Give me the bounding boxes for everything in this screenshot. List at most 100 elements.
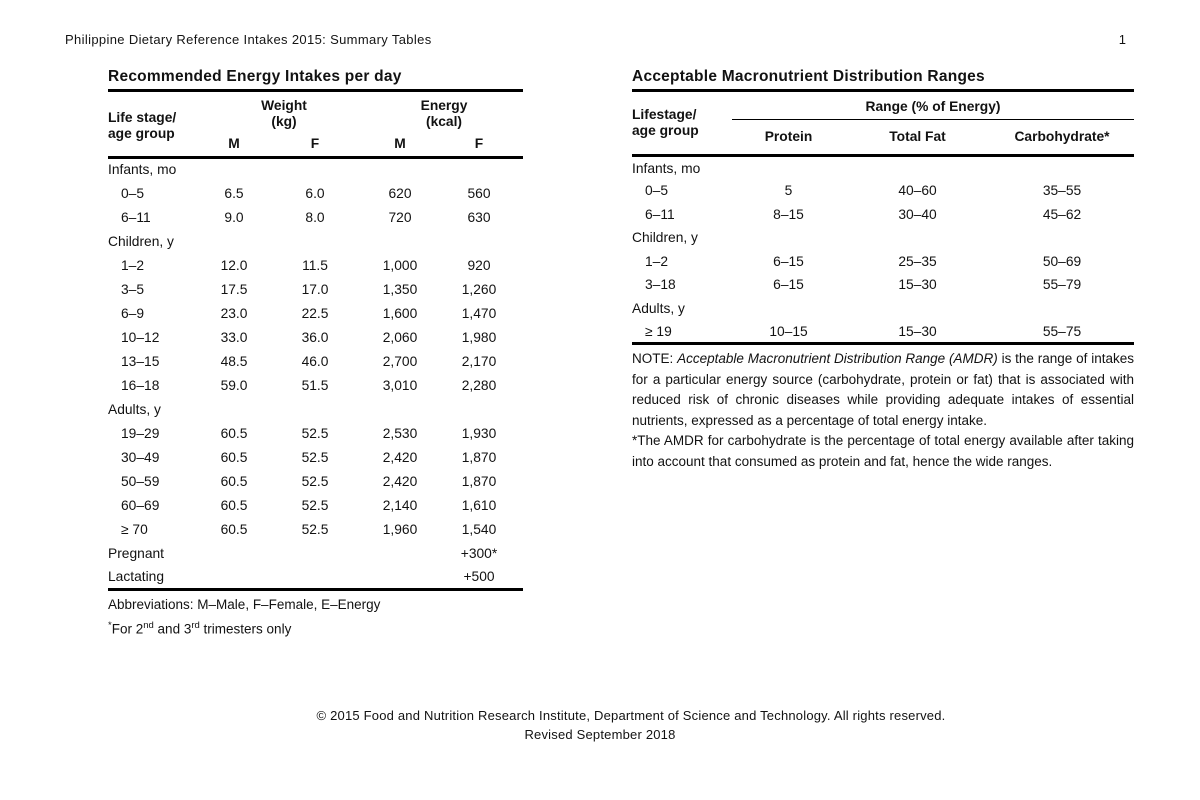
row-label: 0–5 <box>645 183 669 199</box>
table-row: 3–18 6–15 15–30 55–79 <box>632 273 1134 297</box>
cell-value: 17.0 <box>301 281 329 297</box>
cell-value: 12.0 <box>220 257 248 273</box>
table-row: 50–59 60.5 52.5 2,420 1,870 <box>108 469 523 493</box>
table-row: 1–2 12.0 11.5 1,000 920 <box>108 253 523 277</box>
cell-value: 17.5 <box>220 281 248 297</box>
cell-value: 10–15 <box>732 320 845 345</box>
trimester-footnote: *For 2nd and 3rd trimesters only <box>108 619 292 637</box>
row-label: ≥ 70 <box>121 521 148 537</box>
cell-value <box>265 397 365 421</box>
cell-value: 52.5 <box>301 425 329 441</box>
column-header: F <box>435 132 524 159</box>
energy-table: Life stage/age group Weight (kg) Energy (k… <box>108 92 524 591</box>
cell-value <box>203 565 265 591</box>
cell-value: 30–40 <box>898 206 937 222</box>
cell-value: 22.5 <box>301 305 329 321</box>
weight-group-header: Weight (kg) <box>261 98 307 129</box>
cell-value: 1,610 <box>461 497 497 513</box>
table-row: 3–5 17.5 17.0 1,350 1,260 <box>108 277 523 301</box>
column-header: Protein <box>732 119 845 157</box>
cell-value <box>203 541 265 565</box>
cell-value: 33.0 <box>220 329 248 345</box>
cell-value: 52.5 <box>301 473 329 489</box>
cell-value: 1,960 <box>382 521 418 537</box>
cell-value: 60.5 <box>220 449 248 465</box>
column-header: Carbohydrate* <box>990 119 1135 157</box>
cell-value <box>990 226 1134 250</box>
table-row: 0–5 6.5 6.0 620 560 <box>108 181 523 205</box>
row-label: Adults, y <box>108 401 161 417</box>
cell-value: 2,420 <box>382 473 418 489</box>
row-label: Children, y <box>632 230 698 246</box>
column-header: M <box>203 132 265 159</box>
cell-value: 15–30 <box>898 277 937 293</box>
header-title: Philippine Dietary Reference Intakes 201… <box>65 32 432 47</box>
table-row: ≥ 19 10–15 15–30 55–75 <box>632 320 1135 345</box>
cell-value: 6.5 <box>224 185 244 201</box>
cell-value: 2,530 <box>382 425 418 441</box>
cell-value <box>435 157 523 181</box>
cell-value: 46.0 <box>301 353 329 369</box>
cell-value: 920 <box>467 257 491 273</box>
row-label: Infants, mo <box>632 160 701 176</box>
cell-value: 1,870 <box>461 473 497 489</box>
cell-value <box>265 157 365 181</box>
cell-value: 2,060 <box>382 329 418 345</box>
row-label: Pregnant <box>108 545 164 561</box>
cell-value: 2,170 <box>461 353 497 369</box>
cell-value: 60.5 <box>220 521 248 537</box>
cell-value: 25–35 <box>898 253 937 269</box>
amdr-table: Lifestage/age group Range (% of Energy) … <box>632 92 1135 345</box>
cell-value: 36.0 <box>301 329 329 345</box>
column-header: F <box>265 132 366 159</box>
cell-value: 45–62 <box>1042 206 1082 222</box>
cell-value <box>732 297 845 321</box>
cell-value <box>203 397 265 421</box>
cell-value: 51.5 <box>301 377 329 393</box>
row-label: Children, y <box>108 233 174 249</box>
cell-value: 1,600 <box>382 305 418 321</box>
table-row: Infants, mo <box>108 157 523 181</box>
table-row: Infants, mo <box>632 156 1134 180</box>
cell-value: 50–69 <box>1042 253 1082 269</box>
cell-value <box>265 229 365 253</box>
row-label: 0–5 <box>121 185 145 201</box>
row-label: 1–2 <box>645 253 669 269</box>
table-row: 1–2 6–15 25–35 50–69 <box>632 250 1134 274</box>
range-group-header: Range (% of Energy) <box>732 92 1135 120</box>
row-label: 3–18 <box>645 277 676 293</box>
cell-value: 6.0 <box>305 185 325 201</box>
cell-value <box>365 565 436 591</box>
cell-value: 52.5 <box>301 521 329 537</box>
row-label: 19–29 <box>121 425 160 441</box>
cell-value: 8.0 <box>305 209 325 225</box>
cell-value: 60.5 <box>220 497 248 513</box>
cell-value: 1,870 <box>461 449 497 465</box>
row-label: ≥ 19 <box>632 320 732 345</box>
row-label: 13–15 <box>121 353 160 369</box>
row-label: 50–59 <box>121 473 160 489</box>
table-row: 19–29 60.5 52.5 2,530 1,930 <box>108 421 523 445</box>
row-label: 30–49 <box>121 449 160 465</box>
cell-value: 6–15 <box>773 253 804 269</box>
table-row: ≥ 70 60.5 52.5 1,960 1,540 <box>108 517 523 541</box>
footer-copyright: © 2015 Food and Nutrition Research Insti… <box>316 708 946 723</box>
row-label: Infants, mo <box>108 162 177 178</box>
row-label: 6–11 <box>645 206 675 222</box>
cell-value: 2,420 <box>382 449 418 465</box>
cell-value: 1,350 <box>382 281 418 297</box>
cell-value <box>990 297 1134 321</box>
cell-value: 55–75 <box>990 320 1135 345</box>
table-row: 0–5 5 40–60 35–55 <box>632 179 1134 203</box>
row-label: 1–2 <box>121 257 145 273</box>
cell-value: 52.5 <box>301 497 329 513</box>
cell-value: 6–15 <box>773 277 804 293</box>
cell-value <box>203 229 265 253</box>
cell-value <box>845 297 990 321</box>
cell-value: 2,280 <box>461 377 497 393</box>
row-label: 10–12 <box>121 329 160 345</box>
energy-group-header: Energy (kcal) <box>420 98 468 129</box>
row-label: 16–18 <box>121 377 160 393</box>
row-label: 60–69 <box>121 497 160 513</box>
